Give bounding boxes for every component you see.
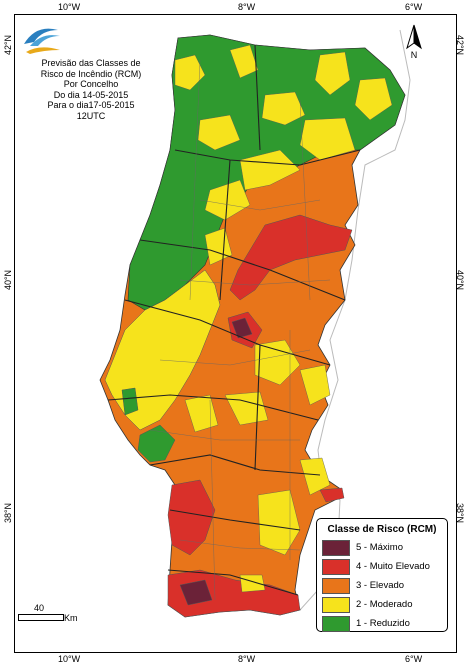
- title-line-1: Previsão das Classes de: [41, 58, 141, 68]
- legend-label: 1 - Reduzido: [356, 618, 410, 629]
- north-label: N: [411, 50, 418, 60]
- legend-label: 5 - Máximo: [356, 542, 403, 553]
- region-muito-elevado-east: [319, 487, 345, 503]
- legend-swatch: [322, 596, 350, 613]
- map-title: Previsão das Classes de Risco de Incêndi…: [16, 58, 166, 121]
- region-moderado-4: [354, 77, 393, 121]
- legend: Classe de Risco (RCM) 5 - Máximo 4 - Mui…: [316, 518, 448, 632]
- region-muito-elevado-sw: [167, 479, 216, 556]
- legend-item-muito-elevado: 4 - Muito Elevado: [322, 557, 447, 576]
- tick-bottom-6w: 6°W: [405, 654, 423, 664]
- region-moderado-14: [184, 394, 219, 433]
- region-moderado-15: [257, 489, 301, 556]
- municipal-boundaries: [149, 59, 331, 601]
- tick-right-42n: 42°N: [455, 34, 466, 56]
- scale-unit: Km: [64, 613, 78, 623]
- title-line-4: Do dia 14-05-2015: [53, 89, 129, 100]
- region-reduzido-lisbon: [137, 424, 176, 463]
- region-moderado-algarve: [239, 574, 266, 593]
- region-moderado-6: [197, 114, 241, 151]
- tick-right-38n: 38°N: [455, 502, 466, 524]
- tick-left-42n: 42°N: [3, 34, 14, 56]
- title-line-2: Risco de Incêndio (RCM): [40, 68, 142, 79]
- region-reduzido-west: [121, 387, 139, 416]
- region-maximo-central: [231, 317, 253, 339]
- legend-swatch: [322, 577, 350, 594]
- region-moderado-7: [299, 117, 356, 161]
- tick-bottom-8w: 8°W: [238, 654, 256, 664]
- title-line-5: Para o dia17-05-2015: [47, 100, 135, 110]
- portugal-risk-map: [99, 29, 411, 618]
- legend-item-elevado: 3 - Elevado: [322, 576, 447, 595]
- legend-label: 3 - Elevado: [356, 580, 405, 591]
- region-moderado-16: [299, 457, 331, 496]
- legend-label: 2 - Moderado: [356, 599, 413, 610]
- legend-swatch: [322, 539, 350, 556]
- region-moderado-8: [239, 149, 301, 191]
- legend-title: Classe de Risco (RCM): [327, 524, 437, 535]
- tick-right-40n: 40°N: [455, 269, 466, 291]
- tick-left-38n: 38°N: [3, 502, 14, 524]
- legend-item-reduzido: 1 - Reduzido: [322, 614, 447, 633]
- legend-item-maximo: 5 - Máximo: [322, 538, 447, 557]
- region-moderado-10: [204, 227, 233, 266]
- tick-top-6w: 6°W: [405, 2, 423, 12]
- region-moderado-2: [229, 44, 259, 79]
- scale-bar: [18, 614, 64, 621]
- region-moderado-12: [299, 364, 331, 406]
- district-boundaries: [107, 44, 361, 596]
- region-muito-elevado-central: [229, 214, 353, 301]
- tick-top-8w: 8°W: [238, 2, 256, 12]
- north-arrow-icon: N: [406, 24, 422, 60]
- legend-swatch: [322, 558, 350, 575]
- legend-swatch: [322, 615, 350, 632]
- legend-item-moderado: 2 - Moderado: [322, 595, 447, 614]
- title-line-6: 12UTC: [76, 110, 106, 121]
- region-moderado-1: [174, 54, 206, 91]
- region-moderado-5: [261, 91, 306, 126]
- title-line-3: Por Concelho: [63, 79, 119, 89]
- ipma-logo-icon: [24, 28, 60, 54]
- tick-bottom-10w: 10°W: [58, 654, 81, 664]
- tick-top-10w: 10°W: [58, 2, 81, 12]
- legend-label: 4 - Muito Elevado: [356, 561, 430, 572]
- region-moderado-3: [314, 51, 351, 96]
- region-maximo-algarve: [179, 579, 213, 606]
- tick-left-40n: 40°N: [3, 269, 14, 291]
- scale-value: 40: [34, 603, 45, 613]
